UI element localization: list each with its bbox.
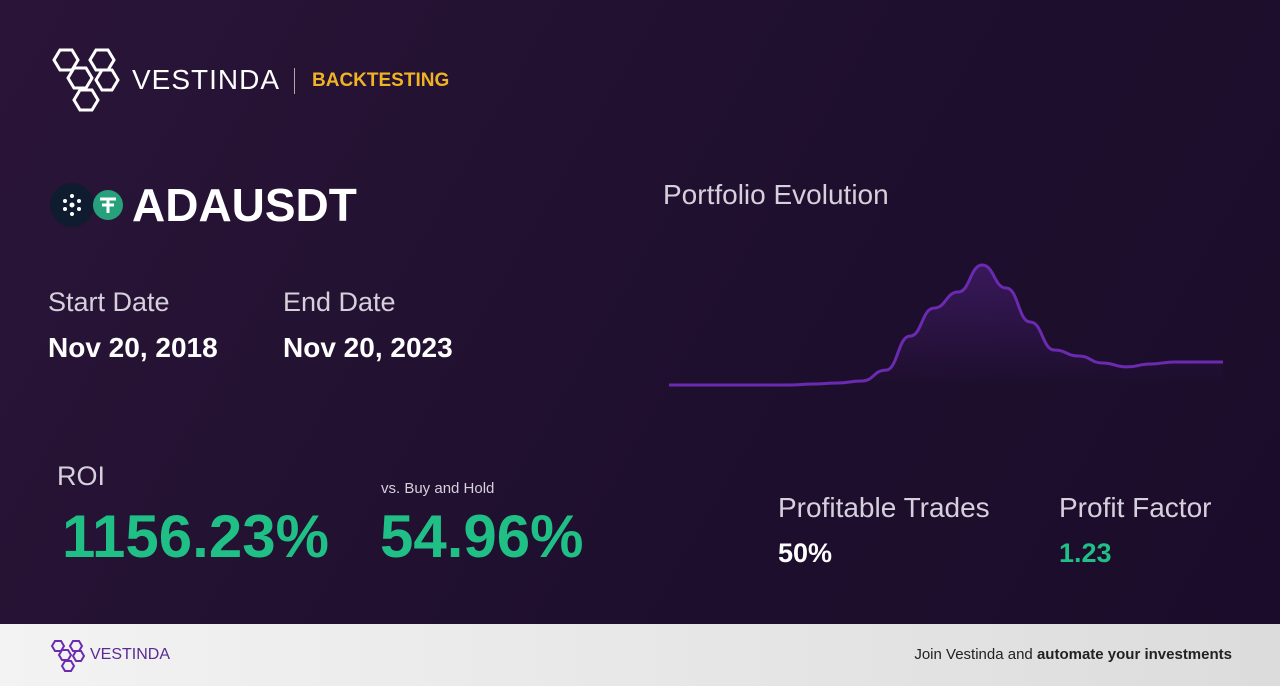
brand: VESTINDA (132, 64, 281, 95)
end-date: Nov 20, 2023 (283, 332, 453, 363)
factor-value: 1.23 (1059, 538, 1112, 568)
footer-logo (50, 640, 86, 672)
vs-label: vs. Buy and Hold (381, 480, 495, 497)
cta-bold: automate your investments (1036, 646, 1232, 663)
coin-icons (50, 183, 123, 227)
end-label: End Date (283, 287, 396, 317)
chart (669, 263, 1223, 387)
factor-label: Profit Factor (1059, 492, 1212, 523)
trades-label: Profitable Trades (778, 492, 990, 523)
divider (294, 68, 295, 94)
pair: ADAUSDT (132, 179, 357, 231)
roi-label: ROI (57, 461, 106, 491)
start-date: Nov 20, 2018 (48, 332, 218, 363)
cta-plain: Join Vestinda and (914, 646, 1037, 663)
chart-title: Portfolio Evolution (663, 179, 889, 210)
footer: VESTINDA Join Vestinda and automate your… (0, 624, 1280, 686)
section: BACKTESTING (312, 70, 450, 91)
line (669, 263, 1223, 387)
footer-brand: VESTINDA (90, 646, 171, 663)
vs-value: 54.96% (380, 503, 584, 570)
footer-cta: Join Vestinda and automate your investme… (914, 646, 1232, 663)
trades-value: 50% (778, 538, 833, 568)
start-label: Start Date (48, 287, 170, 317)
logo (52, 48, 120, 112)
roi-value: 1156.23% (62, 503, 329, 570)
line-area (669, 265, 1223, 385)
